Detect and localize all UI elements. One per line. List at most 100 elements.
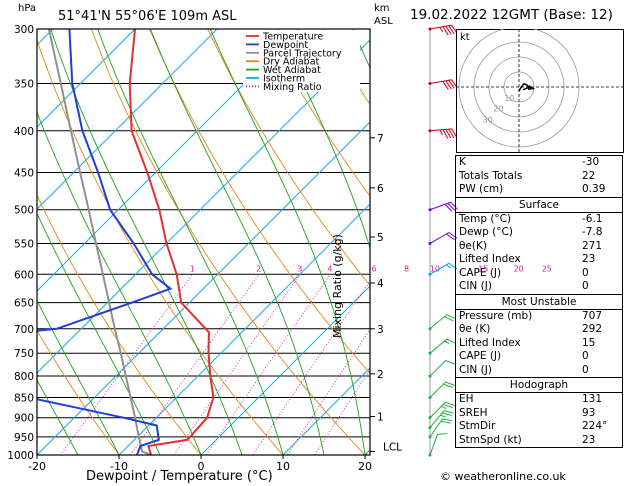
most-unstable-index-row: θe (K) 292 [456,323,622,337]
hpa-label: hPa [18,3,37,14]
pressure-tick-label: 300 [14,24,34,36]
hodograph-trace [518,82,531,92]
wet-adiabat-line [277,29,370,250]
surface-index-value: 0 [582,266,589,279]
km-tick-label: 5 [377,232,384,244]
wind-barb [428,338,456,355]
pressure-tick-label: 1000 [7,450,34,462]
isotherm-line [282,367,370,455]
wet-adiabat-line [37,111,202,455]
wind-barb [428,24,458,36]
mixing-ratio-label: 4 [327,264,332,273]
most-unstable-index-label: Pressure (mb) [459,309,533,322]
surface-index-row: Dewp (°C) -7.8 [456,226,622,240]
most-unstable-index-row: Lifted Index 15 [456,337,622,351]
surface-index-row: Lifted Index 23 [456,253,622,267]
wind-barb [428,433,448,457]
hodograph-index-value: 93 [582,406,596,419]
surface-index-row: CAPE (J) 0 [456,267,622,281]
wind-barb [428,79,458,90]
most-unstable-index-value: 707 [582,309,603,322]
hodograph-index-value: 224° [582,420,608,432]
km-tick-label: 6 [377,183,384,195]
km-tick-label: 1 [377,412,384,424]
surface-index-label: θe(K) [459,239,487,252]
most-unstable-index-label: θe (K) [459,323,491,335]
lcl-label: LCL [383,441,402,453]
indices-table: K -30 Totals Totals 22 PW (cm) 0.39 Surface T… [455,155,623,448]
pressure-tick-label: 900 [14,413,34,425]
km-tick-label: 4 [377,278,384,290]
general-index-value: 22 [582,169,596,182]
hodograph-index-label: SREH [459,406,488,419]
mixing-ratio-label: 1 [190,264,195,273]
wet-adiabat-line [0,5,6,473]
km-tick-label: 3 [377,324,384,336]
hodograph-index-row: StmSpd (kt) 23 [456,434,622,448]
dewpoint-line [37,29,173,455]
hodograph-ring-label: 30 [483,115,493,124]
isotherm-line [37,29,136,128]
mixing-ratio-label: 3 [297,264,302,273]
wet-adiabat-line [37,379,79,455]
surface-index-value: 271 [582,239,603,252]
mixing-ratio-label: 8 [404,264,409,273]
most-unstable-index-label: Lifted Index [459,336,521,349]
pressure-tick-label: 650 [14,298,34,310]
general-index-value: 0.39 [582,183,606,195]
most-unstable-title: Most Unstable [501,295,577,308]
mixing-ratio-label: 20 [514,264,524,273]
pressure-tick-label: 450 [14,167,34,179]
legend-label: Temperature [262,32,323,43]
hodograph-box: Hodograph EH 131 SREH 93 StmDir 224° StmSpd (k… [455,378,623,448]
isotherm-line [118,203,370,455]
pressure-tick-label: 550 [14,238,34,250]
wet-adiabat-line [37,212,161,455]
pressure-tick-label: 500 [14,205,34,217]
dry-adiabat-line [37,38,284,455]
general-indices: K -30 Totals Totals 22 PW (cm) 0.39 [455,155,623,198]
temperature-line [128,29,215,455]
temperature-tick-label: 10 [276,460,290,473]
general-index-value: -30 [582,156,600,168]
dry-adiabat-line [149,29,370,374]
isotherm-line [37,121,370,455]
most-unstable-index-value: 0 [582,350,589,362]
surface-index-row: CIN (J) 0 [456,280,622,294]
plot-frame [36,28,371,456]
surface-index-label: CAPE (J) [459,266,502,279]
wind-barb [428,401,455,420]
legend-box [243,30,360,92]
surface-box: Surface Temp (°C) -6.1 Dewp (°C) -7.8 θe(K) 2… [455,197,623,295]
temperature-tick-label: -20 [28,460,46,473]
most-unstable-index-label: CIN (J) [459,363,492,376]
hodograph-index-label: StmDir [459,420,496,432]
km-tick-label: 2 [377,369,384,381]
surface-index-value: 0 [582,280,589,292]
mixing-ratio-label: 10 [430,264,440,273]
pressure-tick-label: 750 [14,348,34,360]
legend-label: Parcel Trajectory [263,48,342,59]
mixing-ratio-line [205,274,331,455]
hodograph-ring-label: 20 [493,105,503,114]
pressure-tick-label: 800 [14,371,34,383]
surface-index-value: 23 [582,253,596,265]
mixing-ratio-label: 25 [542,264,552,273]
surface-index-row: θe(K) 271 [456,240,622,254]
hodograph-ring-label: 10 [504,94,514,103]
pressure-tick-label: 950 [14,432,34,444]
mixing-ratio-label: 6 [372,264,377,273]
general-index-row: K -30 [456,156,622,170]
wind-barb [428,314,456,331]
general-index-label: Totals Totals [459,169,523,182]
mixing-ratio-label: 2 [256,264,261,273]
hodograph-index-row: EH 131 [456,393,622,407]
pressure-tick-label: 400 [14,126,34,138]
isotherm-line [200,285,370,455]
storm-motion-arrow [528,85,535,90]
hodograph-frame [456,29,624,153]
hodograph-title: Hodograph [509,379,569,391]
wind-barb [428,381,455,399]
